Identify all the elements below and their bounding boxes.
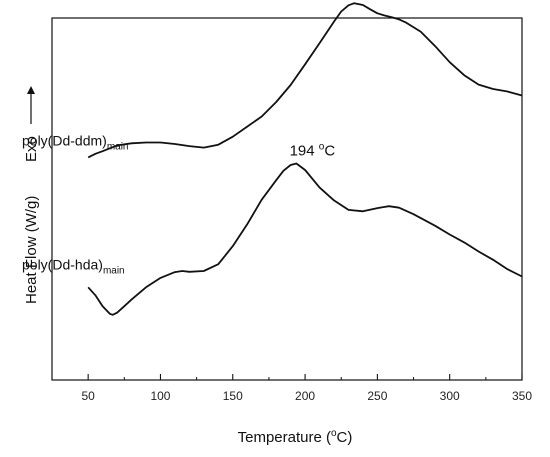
x-axis-label: Temperature (oC) bbox=[238, 428, 353, 446]
x-axis-label-unit: C) bbox=[337, 429, 353, 446]
x-tick-label: 50 bbox=[81, 389, 95, 403]
x-axis-ticks: 50 100 150 200 250 300 350 bbox=[51, 374, 532, 403]
x-axis-label-degree: o bbox=[331, 428, 337, 439]
series-name-2: poly(Dd-hda)main bbox=[22, 256, 125, 276]
series-curve-1 bbox=[87, 2, 523, 159]
exo-indicator: Exo bbox=[23, 86, 40, 162]
x-axis-label-main: Temperature ( bbox=[238, 429, 331, 446]
x-tick-label: 150 bbox=[223, 389, 243, 403]
exo-label: Exo bbox=[23, 136, 40, 162]
series-curve-2 bbox=[87, 162, 523, 316]
series-labels-layer: poly(Dd-ddm)main234 oCpoly(Dd-hda)main19… bbox=[22, 132, 336, 276]
peak-label-2: 194 oC bbox=[290, 142, 336, 160]
series-name-1: poly(Dd-ddm)main bbox=[22, 132, 129, 152]
x-tick-label: 350 bbox=[512, 389, 532, 403]
plot-frame bbox=[51, 17, 523, 381]
x-tick-label: 100 bbox=[150, 389, 170, 403]
x-tick-label: 250 bbox=[367, 389, 387, 403]
curves-layer bbox=[87, 2, 523, 316]
y-axis-label: Heat Flow (W/g) bbox=[23, 196, 40, 304]
x-tick-label: 300 bbox=[440, 389, 460, 403]
y-axis-label-group: Heat Flow (W/g) bbox=[23, 196, 40, 304]
x-tick-label: 200 bbox=[295, 389, 315, 403]
exo-arrow-head bbox=[27, 86, 35, 94]
